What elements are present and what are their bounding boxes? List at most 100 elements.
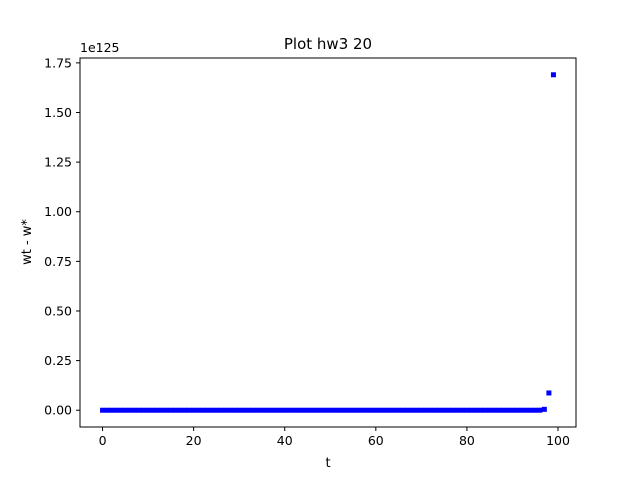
- data-point: [382, 407, 388, 413]
- data-point: [482, 407, 488, 413]
- y-tick-label: 0.00: [44, 403, 72, 418]
- data-point: [514, 407, 520, 413]
- data-point: [318, 407, 324, 413]
- data-point: [273, 407, 279, 413]
- data-point: [519, 407, 525, 413]
- y-tick-label: 0.25: [44, 353, 72, 368]
- data-point: [295, 407, 301, 413]
- data-point: [550, 72, 556, 78]
- data-point: [113, 407, 119, 413]
- data-point: [136, 407, 142, 413]
- data-point: [437, 407, 443, 413]
- x-tick-label: 0: [99, 433, 107, 448]
- data-point: [245, 407, 251, 413]
- x-axis-ticks: 0 20 40 60 80 100: [99, 427, 570, 448]
- data-point: [396, 407, 402, 413]
- data-point: [386, 407, 392, 413]
- data-point: [496, 407, 502, 413]
- data-point: [218, 407, 224, 413]
- data-point: [487, 407, 493, 413]
- y-tick-label: 0.75: [44, 254, 72, 269]
- data-point: [327, 407, 333, 413]
- data-point: [446, 407, 452, 413]
- data-point: [464, 407, 470, 413]
- data-point: [122, 407, 128, 413]
- data-point: [250, 407, 256, 413]
- data-point: [177, 407, 183, 413]
- data-point: [172, 407, 178, 413]
- data-point: [427, 407, 433, 413]
- x-tick-label: 40: [277, 433, 293, 448]
- x-tick-label: 20: [186, 433, 202, 448]
- data-point: [300, 407, 306, 413]
- data-point: [532, 407, 538, 413]
- data-point: [264, 407, 270, 413]
- data-point: [391, 407, 397, 413]
- data-point: [100, 407, 106, 413]
- data-point: [405, 407, 411, 413]
- data-point: [546, 390, 552, 396]
- data-point: [282, 407, 288, 413]
- data-point: [159, 407, 165, 413]
- data-point: [491, 407, 497, 413]
- data-point: [359, 407, 365, 413]
- data-point: [109, 407, 115, 413]
- data-point: [127, 407, 133, 413]
- chart-title: Plot hw3 20: [284, 35, 372, 53]
- data-point: [345, 407, 351, 413]
- data-point: [528, 407, 534, 413]
- data-point: [332, 407, 338, 413]
- data-point: [118, 407, 124, 413]
- data-point: [254, 407, 260, 413]
- data-point: [150, 407, 156, 413]
- data-point: [191, 407, 197, 413]
- x-tick-label: 100: [546, 433, 570, 448]
- data-point: [305, 407, 311, 413]
- data-point: [236, 407, 242, 413]
- y-axis-label: wt - w*: [20, 219, 35, 265]
- y-offset-label: 1e125: [80, 40, 120, 55]
- data-point: [163, 407, 169, 413]
- data-point: [373, 407, 379, 413]
- data-point: [500, 407, 506, 413]
- y-tick-label: 1.00: [44, 204, 72, 219]
- data-point: [336, 407, 342, 413]
- data-point: [309, 407, 315, 413]
- data-point: [314, 407, 320, 413]
- data-point: [232, 407, 238, 413]
- data-point: [541, 406, 547, 412]
- x-axis-label: t: [325, 456, 330, 471]
- data-point: [200, 407, 206, 413]
- data-point: [204, 407, 210, 413]
- data-point: [268, 407, 274, 413]
- data-point: [223, 407, 229, 413]
- x-tick-label: 80: [459, 433, 475, 448]
- data-point: [423, 407, 429, 413]
- data-point: [468, 407, 474, 413]
- data-point: [478, 407, 484, 413]
- y-axis-ticks: 0.00 0.25 0.50 0.75 1.00 1.25 1.50 1.75: [44, 55, 80, 418]
- x-tick-label: 60: [368, 433, 384, 448]
- data-point: [227, 407, 233, 413]
- data-point: [341, 407, 347, 413]
- y-tick-label: 1.25: [44, 155, 72, 170]
- data-point: [213, 407, 219, 413]
- data-point: [450, 407, 456, 413]
- data-points: [100, 72, 556, 413]
- data-point: [537, 407, 543, 413]
- data-point: [104, 407, 110, 413]
- y-tick-label: 1.50: [44, 105, 72, 120]
- data-point: [291, 407, 297, 413]
- data-point: [168, 407, 174, 413]
- data-point: [355, 407, 361, 413]
- data-point: [414, 407, 420, 413]
- data-point: [350, 407, 356, 413]
- data-point: [368, 407, 374, 413]
- data-point: [364, 407, 370, 413]
- plot-frame: [79, 57, 577, 428]
- y-tick-label: 1.75: [44, 55, 72, 70]
- data-point: [455, 407, 461, 413]
- data-point: [418, 407, 424, 413]
- data-point: [473, 407, 479, 413]
